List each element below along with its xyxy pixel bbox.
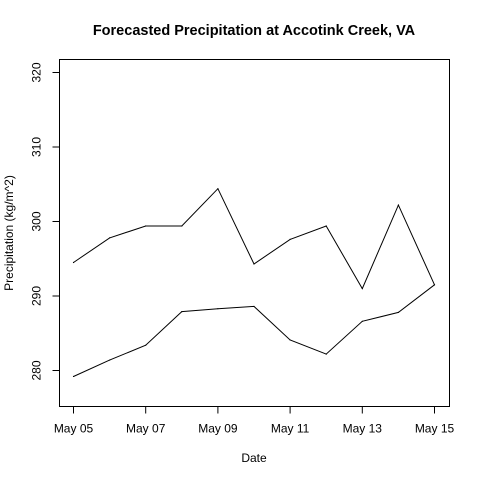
data-point [253, 305, 255, 308]
series-layer [72, 187, 436, 378]
data-point [145, 344, 147, 346]
y-tick-label: 280 [30, 360, 44, 380]
x-axis: May 05 May 07 May 09 May 11 May 13 May 15 [54, 406, 455, 436]
chart-title: Forecasted Precipitation at Accotink Cre… [93, 23, 416, 39]
data-point [181, 311, 183, 313]
y-axis: 280 290 300 310 320 [30, 62, 60, 381]
x-tick-label: May 05 [54, 422, 94, 436]
y-tick-label: 300 [30, 211, 44, 231]
data-point [72, 375, 75, 378]
data-point [289, 238, 291, 240]
x-tick-label: May 09 [198, 422, 238, 436]
x-tick-label: May 11 [271, 422, 310, 436]
data-point [217, 188, 219, 190]
data-point [109, 359, 111, 361]
y-tick-label: 320 [30, 62, 44, 82]
data-point [72, 261, 75, 264]
series-line-2 [73, 284, 435, 377]
data-point [397, 311, 399, 313]
data-point [397, 204, 399, 206]
data-point [325, 225, 327, 227]
x-tick-label: May 13 [343, 422, 383, 436]
data-point [361, 287, 363, 290]
plot-frame [59, 59, 450, 407]
data-point [433, 284, 436, 286]
series-line-1 [73, 187, 435, 290]
y-tick-label: 310 [30, 137, 44, 157]
data-point [217, 308, 219, 310]
x-tick-label: May 07 [126, 422, 166, 436]
y-axis-label: Precipitation (kg/m^2) [2, 175, 16, 291]
x-axis-label: Date [241, 451, 267, 465]
data-point [181, 225, 183, 227]
data-point [361, 320, 363, 322]
data-point [253, 263, 255, 265]
data-point [325, 353, 327, 355]
data-point [289, 339, 291, 341]
data-point [145, 225, 147, 227]
y-tick-label: 290 [30, 286, 44, 306]
data-point [109, 237, 111, 239]
x-tick-label: May 15 [415, 422, 455, 436]
